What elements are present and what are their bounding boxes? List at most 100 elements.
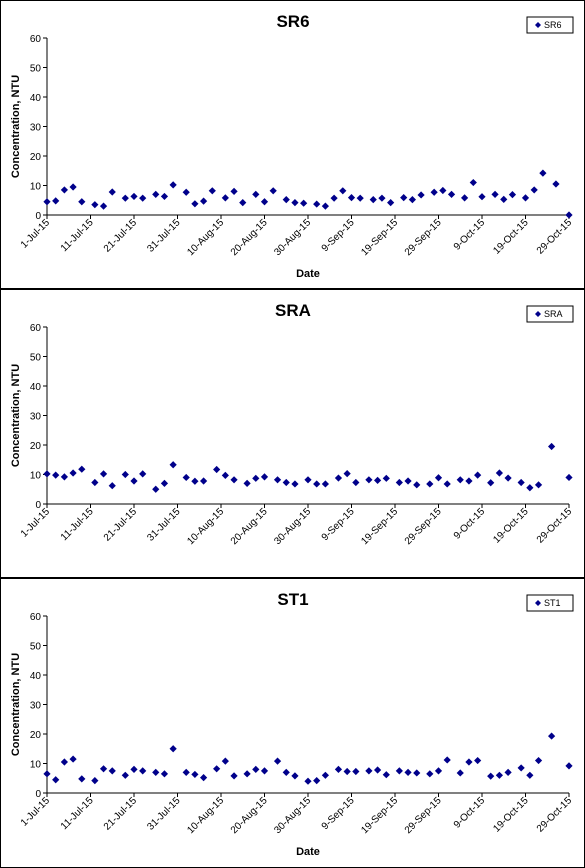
data-point-st1 <box>108 767 116 775</box>
data-point-sra <box>343 470 351 478</box>
chart-panel-sra: SRA 0 10 20 30 40 50 60 1-Jul-15 11-Jul-15 21-Jul-… <box>0 289 585 578</box>
data-point-st1 <box>334 765 343 773</box>
data-point-sr6 <box>521 194 530 202</box>
data-point-sra <box>374 476 382 484</box>
data-point-st1 <box>443 756 451 764</box>
x-axis-label: Date <box>296 846 320 858</box>
data-point-sr6 <box>300 199 308 207</box>
x-tick-label: 29-Oct-15 <box>535 795 575 835</box>
data-point-sra <box>465 477 473 485</box>
y-tick-label: 50 <box>30 64 42 75</box>
data-point-st1 <box>343 767 351 776</box>
data-point-st1 <box>182 768 190 776</box>
data-point-sra <box>334 474 343 482</box>
data-point-sr6 <box>260 198 269 206</box>
x-tick-label: 9-Sep-15 <box>320 506 357 543</box>
data-point-sra <box>304 476 312 484</box>
data-point-sra <box>526 484 534 492</box>
y-tick-label: 20 <box>30 730 42 741</box>
data-point-sra <box>565 473 573 482</box>
data-point-sr6 <box>221 194 229 202</box>
y-tick-label: 20 <box>30 152 42 163</box>
y-tick-label: 10 <box>30 182 42 193</box>
x-tick-label: 19-Oct-15 <box>491 217 531 257</box>
data-point-sra <box>548 442 556 451</box>
x-tick-label: 11-Jul-15 <box>59 506 96 543</box>
x-tick-label: 1-Jul-15 <box>19 795 53 829</box>
chart-panel-st1: ST1 0 10 20 30 40 50 60 1-Jul-15 11-Jul-15 21-Jul-… <box>0 578 585 868</box>
x-tick-label: 29-Oct-15 <box>535 217 575 257</box>
data-point-st1 <box>487 772 495 780</box>
data-point-sr6 <box>43 198 51 206</box>
data-point-sr6 <box>191 200 199 208</box>
data-point-st1 <box>252 765 260 773</box>
data-point-st1 <box>352 767 360 776</box>
legend-label: ST1 <box>544 598 561 608</box>
x-tick-label: 11-Jul-15 <box>59 795 96 832</box>
data-point-sra <box>60 473 68 481</box>
y-tick-label: 30 <box>30 701 42 712</box>
data-point-sr6 <box>400 193 408 202</box>
data-point-st1 <box>91 777 99 785</box>
data-point-st1 <box>221 757 229 765</box>
legend-label: SRA <box>544 309 563 319</box>
x-tick-label: 21-Jul-15 <box>102 795 140 833</box>
x-axis-label: Date <box>296 268 320 280</box>
x-tick-label: 10-Aug-15 <box>185 506 226 547</box>
x-tick-label: 1-Jul-15 <box>19 506 53 540</box>
data-point-st1 <box>130 765 138 773</box>
data-point-sr6 <box>230 187 238 195</box>
data-point-st1 <box>456 769 464 777</box>
data-point-sr6 <box>60 186 68 194</box>
legend-marker <box>535 600 541 606</box>
data-point-sr6 <box>461 194 469 202</box>
data-point-sr6 <box>347 193 356 202</box>
y-tick-label: 0 <box>35 211 41 222</box>
chart-svg-sr6: SR6 0 10 20 30 40 50 60 1-Jul-15 11-Jul-15 21-Jul-… <box>10 12 575 280</box>
x-tick-label: 29-Sep-15 <box>403 217 444 258</box>
data-point-sra <box>213 465 221 474</box>
data-point-st1 <box>565 762 573 770</box>
data-point-sr6 <box>491 190 499 198</box>
data-point-sra <box>191 477 199 485</box>
data-point-sr6 <box>378 194 386 202</box>
data-point-sra <box>395 478 403 487</box>
data-point-st1 <box>321 771 329 779</box>
data-point-sr6 <box>69 183 77 191</box>
data-point-sr6 <box>356 194 364 202</box>
y-tick-label: 40 <box>30 671 42 682</box>
data-point-sr6 <box>565 211 573 219</box>
data-point-sr6 <box>321 202 329 210</box>
data-point-sra <box>52 471 60 479</box>
x-tick-label: 19-Oct-15 <box>491 795 531 835</box>
data-point-st1 <box>52 776 60 784</box>
data-point-st1 <box>200 774 208 782</box>
data-point-sra <box>456 476 464 484</box>
y-tick-label: 0 <box>35 789 41 800</box>
data-point-sra <box>121 470 129 479</box>
x-tick-label: 31-Jul-15 <box>145 506 183 544</box>
data-point-sra <box>487 479 495 487</box>
data-point-sr6 <box>408 196 416 204</box>
chart-svg-st1: ST1 0 10 20 30 40 50 60 1-Jul-15 11-Jul-15 21-Jul-… <box>10 590 575 858</box>
data-point-sr6 <box>78 198 86 206</box>
x-tick-label: 30-Aug-15 <box>272 795 313 836</box>
x-tick-label: 20-Aug-15 <box>229 217 270 258</box>
y-tick-label: 50 <box>30 353 42 364</box>
data-point-st1 <box>160 770 169 778</box>
x-tick-label: 19-Sep-15 <box>359 795 400 836</box>
data-point-sra <box>313 480 321 488</box>
data-point-st1 <box>191 770 199 779</box>
data-point-sra <box>474 471 482 479</box>
x-tick-label: 1-Jul-15 <box>19 217 53 251</box>
data-point-sr6 <box>539 169 547 177</box>
y-axis-label: Concentration, NTU <box>10 364 22 467</box>
data-point-sra <box>282 478 290 487</box>
data-point-sra <box>169 461 177 469</box>
data-point-st1 <box>426 770 434 778</box>
y-tick-label: 40 <box>30 93 42 104</box>
y-tick-label: 50 <box>30 642 42 653</box>
data-point-sra <box>365 476 373 484</box>
x-tick-label: 29-Oct-15 <box>535 506 575 546</box>
data-point-sr6 <box>478 193 486 201</box>
